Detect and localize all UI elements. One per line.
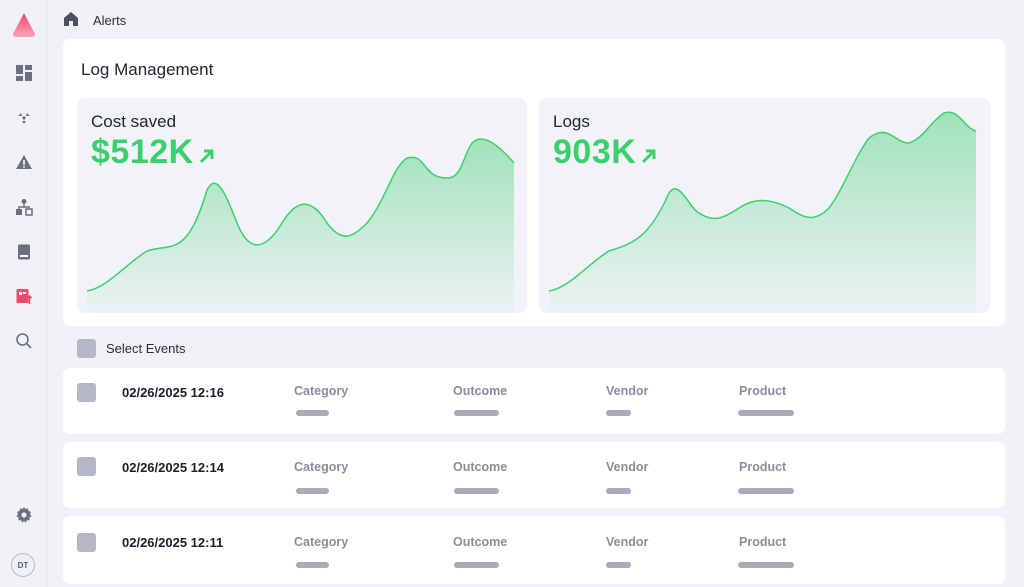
- category-label: Category: [294, 384, 349, 398]
- logo-icon[interactable]: [12, 12, 36, 38]
- select-events: Select Events: [77, 338, 186, 358]
- arrow-up-right-icon: [642, 149, 656, 163]
- event-timestamp: 02/26/2025 12:14: [122, 460, 224, 475]
- radiation-icon[interactable]: [0, 102, 47, 132]
- gear-icon[interactable]: [0, 500, 47, 530]
- warning-icon[interactable]: [0, 147, 47, 177]
- cost-saved-area-chart: [86, 138, 515, 313]
- product-placeholder: [738, 562, 794, 568]
- book-icon[interactable]: [0, 237, 47, 267]
- sidebar: DT: [0, 0, 47, 587]
- outcome-placeholder: [454, 562, 499, 568]
- vendor-label: Vendor: [606, 384, 649, 398]
- topbar: Alerts: [47, 0, 1024, 38]
- dashboard-icon[interactable]: [0, 58, 47, 88]
- vendor-placeholder: [606, 562, 631, 568]
- outcome-placeholder: [454, 488, 499, 494]
- avatar[interactable]: DT: [11, 553, 35, 577]
- outcome-placeholder: [454, 410, 499, 416]
- logs-card: Logs 903K: [539, 98, 990, 313]
- logs-value: 903K: [553, 133, 660, 172]
- vendor-label: Vendor: [606, 460, 649, 474]
- cost-saved-value: $512K: [91, 133, 218, 172]
- event-timestamp: 02/26/2025 12:11: [122, 535, 224, 550]
- vendor-label: Vendor: [606, 535, 649, 549]
- select-all-checkbox[interactable]: [77, 338, 96, 358]
- log-upload-icon[interactable]: [0, 281, 47, 311]
- event-timestamp: 02/26/2025 12:16: [122, 385, 224, 400]
- product-placeholder: [738, 410, 794, 416]
- vendor-placeholder: [606, 488, 631, 494]
- event-row[interactable]: 02/26/2025 12:11 Category Outcome Vendor…: [63, 516, 1005, 584]
- home-icon[interactable]: [63, 11, 79, 27]
- arrow-up-right-icon: [199, 149, 214, 163]
- category-label: Category: [294, 535, 349, 549]
- search-icon[interactable]: [0, 326, 47, 356]
- event-checkbox[interactable]: [77, 383, 96, 402]
- breadcrumb[interactable]: Alerts: [93, 13, 127, 28]
- category-placeholder: [296, 488, 329, 494]
- outcome-label: Outcome: [453, 535, 508, 549]
- select-events-label: Select Events: [106, 340, 186, 356]
- event-checkbox[interactable]: [77, 457, 96, 476]
- log-management-panel: Log Management Cost saved $512K: [63, 39, 1005, 326]
- category-placeholder: [296, 410, 329, 416]
- vendor-placeholder: [606, 410, 631, 416]
- outcome-label: Outcome: [453, 460, 508, 474]
- event-row[interactable]: 02/26/2025 12:14 Category Outcome Vendor…: [63, 442, 1005, 508]
- product-label: Product: [739, 460, 787, 474]
- logs-amount: 903K: [553, 133, 637, 171]
- product-label: Product: [739, 535, 787, 549]
- outcome-label: Outcome: [453, 384, 508, 398]
- product-label: Product: [739, 384, 787, 398]
- cost-saved-label: Cost saved: [91, 112, 177, 131]
- category-label: Category: [294, 460, 349, 474]
- event-row[interactable]: 02/26/2025 12:16 Category Outcome Vendor…: [63, 368, 1005, 434]
- product-placeholder: [738, 488, 794, 494]
- category-placeholder: [296, 562, 329, 568]
- cost-saved-card: Cost saved $512K: [77, 98, 527, 313]
- page-title: Log Management: [81, 60, 214, 79]
- cost-saved-amount: $512K: [91, 133, 194, 171]
- logs-label: Logs: [553, 112, 590, 131]
- event-checkbox[interactable]: [77, 533, 96, 552]
- logs-area-chart: [548, 111, 977, 313]
- hierarchy-icon[interactable]: [0, 192, 47, 222]
